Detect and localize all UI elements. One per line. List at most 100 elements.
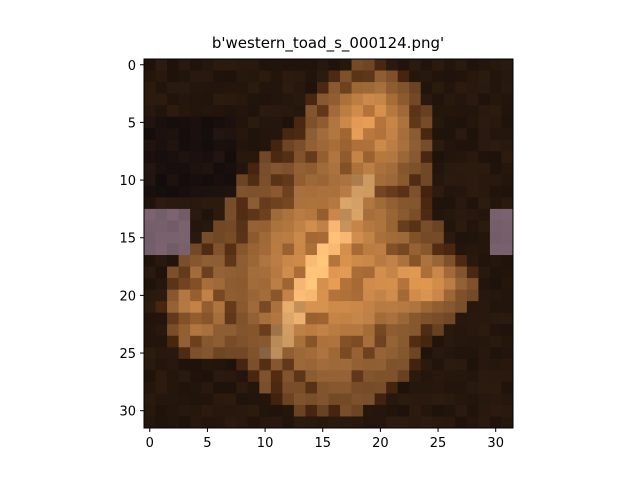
image-pixel [213, 347, 226, 360]
image-pixel [432, 243, 445, 256]
image-pixel [178, 93, 191, 106]
image-pixel [305, 231, 318, 244]
image-pixel [363, 139, 376, 152]
image-pixel [340, 162, 353, 175]
image-pixel [328, 220, 341, 233]
image-pixel [443, 347, 456, 360]
image-pixel [247, 347, 260, 360]
x-tick-label: 25 [430, 436, 447, 451]
image-pixel [455, 243, 468, 256]
image-pixel [270, 370, 283, 383]
image-pixel [167, 289, 180, 302]
image-pixel [386, 243, 399, 256]
image-pixel [190, 255, 203, 268]
image-pixel [224, 370, 237, 383]
image-pixel [397, 174, 410, 187]
image-pixel [489, 255, 502, 268]
image-pixel [144, 116, 157, 129]
image-pixel [155, 312, 168, 325]
image-pixel [190, 82, 203, 95]
image-pixel [167, 151, 180, 164]
image-pixel [374, 243, 387, 256]
image-pixel [443, 208, 456, 221]
image-pixel [270, 93, 283, 106]
image-pixel [293, 82, 306, 95]
image-pixel [247, 208, 260, 221]
image-pixel [282, 266, 295, 279]
image-pixel [305, 404, 318, 417]
image-pixel [144, 185, 157, 198]
image-pixel [489, 105, 502, 118]
image-pixel [247, 370, 260, 383]
image-pixel [363, 335, 376, 348]
image-pixel [351, 197, 364, 210]
image-pixel [144, 416, 157, 429]
image-pixel [432, 82, 445, 95]
image-pixel [316, 197, 329, 210]
image-pixel [305, 289, 318, 302]
image-pixel [432, 151, 445, 164]
image-pixel [340, 151, 353, 164]
image-pixel [213, 197, 226, 210]
image-pixel [316, 139, 329, 152]
image-pixel [455, 93, 468, 106]
image-pixel [270, 59, 283, 72]
image-pixel [213, 335, 226, 348]
image-pixel [351, 312, 364, 325]
image-pixel [155, 404, 168, 417]
image-pixel [386, 220, 399, 233]
image-pixel [489, 266, 502, 279]
image-pixel [478, 128, 491, 141]
image-pixel [351, 128, 364, 141]
image-pixel [328, 139, 341, 152]
image-pixel [328, 255, 341, 268]
image-pixel [397, 266, 410, 279]
image-pixel [397, 208, 410, 221]
image-pixel [293, 335, 306, 348]
image-pixel [282, 416, 295, 429]
image-pixel [455, 185, 468, 198]
image-pixel [316, 278, 329, 291]
image-pixel [386, 324, 399, 337]
image-pixel [155, 358, 168, 371]
image-pixel [386, 197, 399, 210]
image-pixel [316, 301, 329, 314]
image-pixel [293, 116, 306, 129]
image-pixel [201, 324, 214, 337]
image-pixel [501, 416, 514, 429]
image-pixel [409, 381, 422, 394]
image-pixel [213, 70, 226, 83]
image-pixel [340, 266, 353, 279]
image-pixel [397, 59, 410, 72]
image-pixel [178, 174, 191, 187]
image-pixel [432, 255, 445, 268]
image-pixel [328, 278, 341, 291]
image-pixel [259, 416, 272, 429]
image-pixel [420, 347, 433, 360]
image-pixel [144, 59, 157, 72]
image-pixel [478, 347, 491, 360]
image-pixel [351, 93, 364, 106]
image-pixel [305, 278, 318, 291]
image-pixel [386, 185, 399, 198]
image-pixel [259, 197, 272, 210]
image-pixel [201, 197, 214, 210]
image-pixel [363, 82, 376, 95]
image-pixel [501, 220, 514, 233]
image-pixel [259, 151, 272, 164]
image-pixel [443, 312, 456, 325]
image-pixel [144, 289, 157, 302]
image-pixel [155, 185, 168, 198]
image-pixel [270, 220, 283, 233]
image-pixel [409, 301, 422, 314]
image-pixel [282, 116, 295, 129]
image-pixel [466, 162, 479, 175]
image-pixel [340, 358, 353, 371]
image-pixel [455, 278, 468, 291]
image-pixel [489, 243, 502, 256]
image-pixel [293, 404, 306, 417]
image-pixel [351, 404, 364, 417]
image-pixel [259, 358, 272, 371]
image-pixel [340, 220, 353, 233]
image-pixel [489, 185, 502, 198]
